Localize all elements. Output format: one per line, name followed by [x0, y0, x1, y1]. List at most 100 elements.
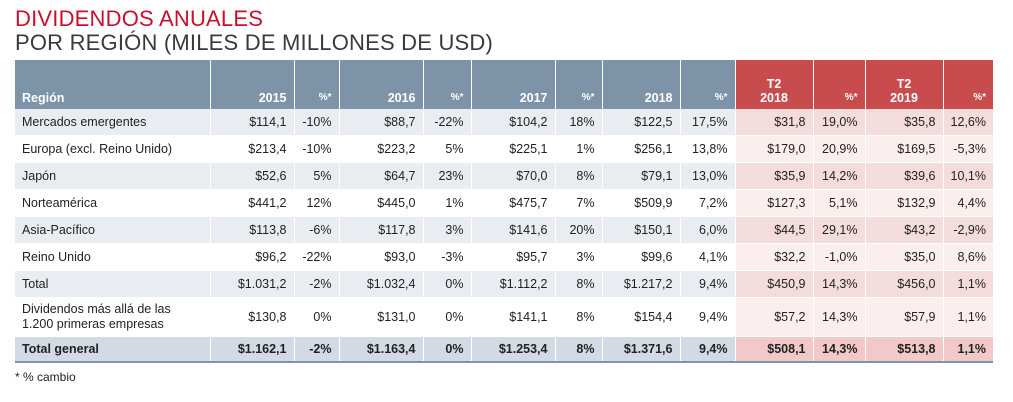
header-t2-2019: T2 2019	[864, 60, 943, 109]
cell-t2018: $35,9	[734, 162, 813, 190]
cell-t2018: $57,2	[734, 297, 813, 337]
cell-v2015: $441,2	[209, 189, 294, 217]
cell-region: Asia-Pacífico	[15, 216, 210, 244]
cell-t2018: $44,5	[734, 216, 813, 244]
cell-pt2019: 1,1%	[942, 297, 993, 337]
cell-p2016: 0%	[422, 270, 471, 298]
cell-v2015: $1.162,1	[209, 336, 294, 363]
table-row: Norteamérica $441,2 12% $445,0 1% $475,7 7% $50…	[15, 189, 993, 217]
cell-p2018: 4,1%	[679, 243, 735, 271]
cell-v2016: $445,0	[338, 189, 423, 217]
table-row: Japón $52,6 5% $64,7 23% $70,0 8% $79,1 13,0% $35…	[15, 162, 993, 190]
cell-p2016: 0%	[422, 336, 471, 363]
header-2016: 2016	[338, 60, 423, 109]
cell-p2016: 0%	[422, 297, 471, 337]
cell-p2017: 1%	[554, 135, 602, 163]
cell-pt2018: 14,2%	[812, 162, 865, 190]
cell-v2015: $1.031,2	[209, 270, 294, 298]
header-t2-2018: T2 2018	[734, 60, 813, 109]
cell-region: Norteamérica	[15, 189, 210, 217]
cell-p2018: 13,8%	[679, 135, 735, 163]
cell-v2015: $52,6	[209, 162, 294, 190]
cell-p2016: 5%	[422, 135, 471, 163]
cell-p2015: 12%	[293, 189, 339, 217]
cell-p2017: 8%	[554, 297, 602, 337]
dividends-table: Región 2015 %* 2016 %* 2017 %* 2018 %* T…	[15, 60, 993, 363]
cell-v2016: $131,0	[338, 297, 423, 337]
cell-p2015: -10%	[293, 135, 339, 163]
cell-p2016: 1%	[422, 189, 471, 217]
cell-v2015: $213,4	[209, 135, 294, 163]
cell-region: Total	[15, 270, 210, 298]
header-pct-t2-2019: %*	[942, 60, 993, 109]
cell-v2018: $1.217,2	[601, 270, 680, 298]
cell-t2018: $179,0	[734, 135, 813, 163]
header-region: Región	[15, 60, 210, 109]
cell-p2018: 9,4%	[679, 336, 735, 363]
cell-pt2019: 1,1%	[942, 336, 993, 363]
cell-pt2019: -2,9%	[942, 216, 993, 244]
cell-pt2019: 1,1%	[942, 270, 993, 298]
cell-v2017: $475,7	[470, 189, 555, 217]
cell-p2016: -22%	[422, 109, 471, 136]
header-pct-2016: %*	[422, 60, 471, 109]
cell-v2017: $141,6	[470, 216, 555, 244]
cell-pt2018: 14,3%	[812, 297, 865, 337]
cell-v2016: $1.032,4	[338, 270, 423, 298]
cell-v2018: $1.371,6	[601, 336, 680, 363]
cell-t2018: $32,2	[734, 243, 813, 271]
cell-pt2019: 12,6%	[942, 109, 993, 136]
cell-pt2018: 29,1%	[812, 216, 865, 244]
cell-p2015: 0%	[293, 297, 339, 337]
cell-p2015: 5%	[293, 162, 339, 190]
header-t2-2019-line2: 2019	[890, 91, 918, 105]
table-subtitle: POR REGIÓN (MILES DE MILLONES DE USD)	[15, 30, 494, 55]
cell-p2017: 20%	[554, 216, 602, 244]
table-row: Mercados emergentes $114,1 -10% $88,7 -22% $1…	[15, 109, 993, 136]
footnote: * % cambio	[15, 370, 76, 384]
table-row: Dividendos más allá de las 1.200 primera…	[15, 297, 993, 337]
cell-pt2019: 10,1%	[942, 162, 993, 190]
header-2015: 2015	[209, 60, 294, 109]
cell-v2017: $141,1	[470, 297, 555, 337]
cell-v2016: $88,7	[338, 109, 423, 136]
header-t2-2019-line1: T2	[896, 77, 912, 91]
cell-v2015: $113,8	[209, 216, 294, 244]
header-2018: 2018	[601, 60, 680, 109]
cell-v2018: $122,5	[601, 109, 680, 136]
cell-t2019: $35,8	[864, 109, 943, 136]
cell-v2018: $150,1	[601, 216, 680, 244]
cell-t2019: $39,6	[864, 162, 943, 190]
cell-v2015: $96,2	[209, 243, 294, 271]
cell-p2017: 8%	[554, 270, 602, 298]
table-row: Total $1.031,2 -2% $1.032,4 0% $1.112,2 8% $1.2…	[15, 270, 993, 298]
cell-v2018: $99,6	[601, 243, 680, 271]
cell-p2018: 6,0%	[679, 216, 735, 244]
cell-v2017: $95,7	[470, 243, 555, 271]
header-pct-2015: %*	[293, 60, 339, 109]
cell-t2018: $31,8	[734, 109, 813, 136]
cell-p2015: -2%	[293, 270, 339, 298]
cell-v2016: $117,8	[338, 216, 423, 244]
cell-pt2018: 5,1%	[812, 189, 865, 217]
cell-p2018: 13,0%	[679, 162, 735, 190]
cell-p2016: -3%	[422, 243, 471, 271]
cell-p2015: -22%	[293, 243, 339, 271]
cell-p2018: 9,4%	[679, 270, 735, 298]
cell-v2017: $70,0	[470, 162, 555, 190]
cell-pt2019: 8,6%	[942, 243, 993, 271]
cell-t2018: $508,1	[734, 336, 813, 363]
cell-p2015: -10%	[293, 109, 339, 136]
cell-t2019: $132,9	[864, 189, 943, 217]
cell-p2018: 7,2%	[679, 189, 735, 217]
cell-p2016: 23%	[422, 162, 471, 190]
cell-v2017: $225,1	[470, 135, 555, 163]
cell-v2018: $154,4	[601, 297, 680, 337]
cell-t2019: $513,8	[864, 336, 943, 363]
cell-p2017: 8%	[554, 336, 602, 363]
cell-v2017: $104,2	[470, 109, 555, 136]
header-pct-2018: %*	[679, 60, 735, 109]
cell-v2016: $223,2	[338, 135, 423, 163]
cell-p2015: -6%	[293, 216, 339, 244]
cell-p2018: 17,5%	[679, 109, 735, 136]
